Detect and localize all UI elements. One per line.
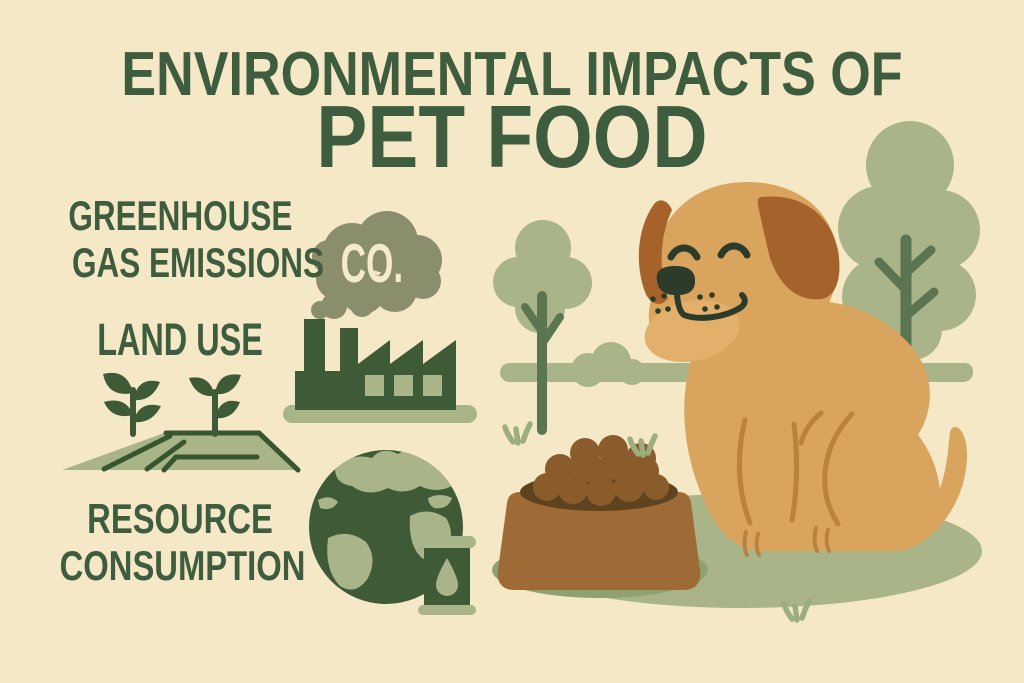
label-greenhouse-gas-emissions: GREENHOUSE GAS EMISSIONS (67, 192, 325, 286)
dog-eye-right (717, 242, 751, 259)
label-resource-consumption: RESOURCE CONSUMPTION (59, 495, 306, 589)
plant-sprout-icon (103, 372, 161, 437)
dog-left-ear (638, 200, 672, 304)
bush-icon (571, 342, 645, 387)
dog-mouth (674, 292, 748, 321)
dog-right-ear (757, 196, 840, 300)
kibble (533, 435, 669, 506)
dog-eye-left (667, 244, 701, 261)
page-title-line2: PET FOOD (316, 87, 708, 186)
tall-tree-icon (838, 121, 980, 379)
dog-bowl-icon (497, 435, 701, 590)
label-land-use: LAND USE (97, 314, 263, 365)
co2-cloud-icon (311, 211, 442, 319)
dog-nose (656, 266, 696, 296)
page-title-line1: ENVIRONMENTAL IMPACTS OF (121, 40, 903, 109)
dog-body (684, 301, 941, 551)
water-can-icon (418, 536, 476, 615)
co2-cloud-label: CO. (340, 232, 404, 294)
plant-sprout-icon (189, 374, 241, 437)
grass-tuft-icon (502, 421, 533, 446)
field-plants-icon (62, 372, 301, 473)
globe-icon (309, 450, 476, 615)
grass-tuft-icon (781, 598, 812, 623)
bowl-body (497, 492, 701, 590)
grass-tuft-icon (627, 433, 658, 458)
factory-icon (283, 319, 477, 423)
small-tree-icon (493, 220, 592, 435)
dog-freckles (650, 292, 720, 314)
dog-illustration (638, 181, 968, 557)
